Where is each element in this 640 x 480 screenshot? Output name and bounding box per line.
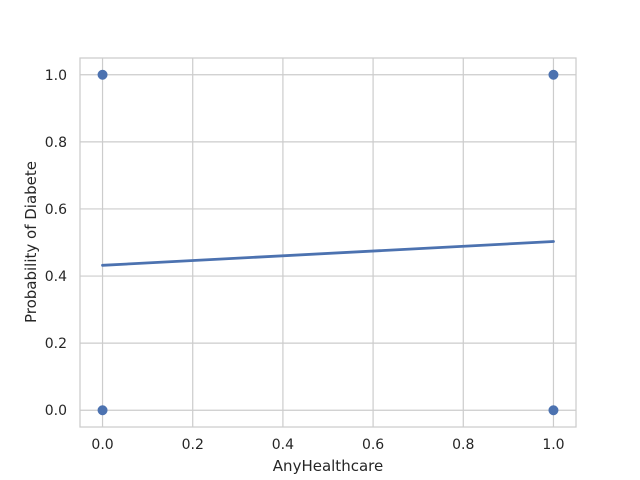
x-tick-labels: 0.0 0.2 0.4 0.6 0.8 1.0 xyxy=(91,437,564,453)
x-tick-label: 0.0 xyxy=(91,437,113,453)
x-tick-label: 0.2 xyxy=(182,437,204,453)
x-tick-label: 0.8 xyxy=(452,437,474,453)
x-tick-label: 0.4 xyxy=(272,437,294,453)
y-tick-label: 0.8 xyxy=(45,135,67,151)
y-tick-label: 0.2 xyxy=(45,336,67,352)
scatter-point xyxy=(97,405,108,416)
regression-line xyxy=(101,240,555,267)
x-axis-label: AnyHealthcare xyxy=(273,457,383,475)
scatter-point xyxy=(97,69,108,80)
y-tick-label: 0.4 xyxy=(45,269,67,285)
y-tick-labels: 0.0 0.2 0.4 0.6 0.8 1.0 xyxy=(45,68,67,419)
scatter-point xyxy=(548,69,559,80)
y-tick-label: 0.0 xyxy=(45,403,67,419)
y-tick-label: 0.6 xyxy=(45,202,67,218)
x-tick-label: 0.6 xyxy=(362,437,384,453)
y-tick-label: 1.0 xyxy=(45,68,67,84)
regression-line-group xyxy=(101,240,555,267)
scatter-point xyxy=(548,405,559,416)
plot-frame xyxy=(79,57,577,428)
x-tick-label: 1.0 xyxy=(542,437,564,453)
plot-area xyxy=(80,58,576,427)
scatter-points xyxy=(97,69,559,416)
y-axis-label: Probability of Diabete xyxy=(22,161,40,323)
